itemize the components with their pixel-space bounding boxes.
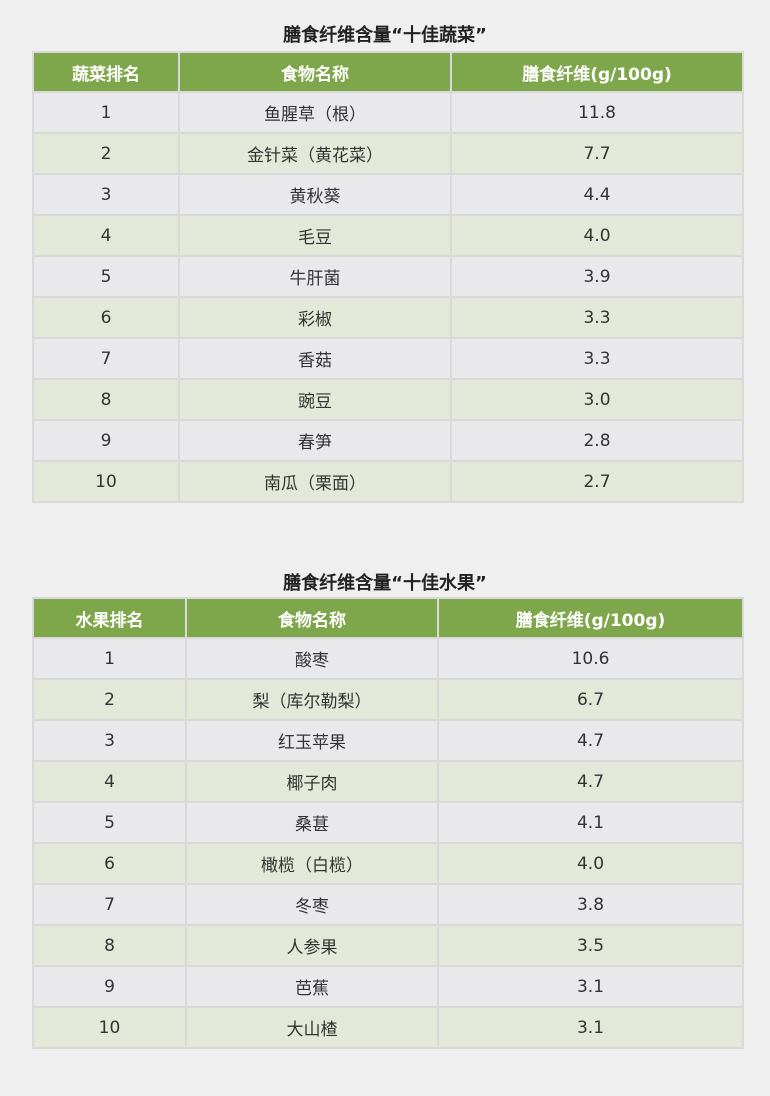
fiber-cell: 4.0 bbox=[437, 842, 744, 885]
fiber-cell: 10.6 bbox=[437, 637, 744, 680]
rank-cell: 3 bbox=[32, 719, 187, 762]
rank-cell: 6 bbox=[32, 842, 187, 885]
food-name-cell: 大山楂 bbox=[185, 1006, 439, 1049]
rank-cell: 1 bbox=[32, 637, 187, 680]
fiber-cell: 3.1 bbox=[437, 1006, 744, 1049]
food-name-cell: 黄秋葵 bbox=[178, 173, 452, 216]
fiber-cell: 4.0 bbox=[450, 214, 744, 257]
fiber-cell: 11.8 bbox=[450, 91, 744, 134]
fruits-table: 水果排名 食物名称 膳食纤维(g/100g) 1 酸枣 10.6 2 梨（库尔勒梨） 6.… bbox=[32, 597, 744, 1049]
fiber-cell: 6.7 bbox=[437, 678, 744, 721]
table-row: 4 椰子肉 4.7 bbox=[32, 760, 744, 803]
rank-cell: 4 bbox=[32, 214, 180, 257]
table-row: 4 毛豆 4.0 bbox=[32, 214, 744, 257]
rank-cell: 8 bbox=[32, 924, 187, 967]
fruits-title: 膳食纤维含量“十佳水果” bbox=[283, 573, 487, 594]
food-name-cell: 豌豆 bbox=[178, 378, 452, 421]
food-name-cell: 酸枣 bbox=[185, 637, 439, 680]
fiber-cell: 4.4 bbox=[450, 173, 744, 216]
table-row: 9 春笋 2.8 bbox=[32, 419, 744, 462]
rank-cell: 5 bbox=[32, 255, 180, 298]
table-row: 6 彩椒 3.3 bbox=[32, 296, 744, 339]
table-row: 5 桑葚 4.1 bbox=[32, 801, 744, 844]
rank-cell: 8 bbox=[32, 378, 180, 421]
fiber-cell: 3.1 bbox=[437, 965, 744, 1008]
header-fiber: 膳食纤维(g/100g) bbox=[450, 51, 744, 93]
fiber-cell: 2.8 bbox=[450, 419, 744, 462]
rank-cell: 7 bbox=[32, 337, 180, 380]
table-header-row: 水果排名 食物名称 膳食纤维(g/100g) bbox=[32, 597, 744, 639]
food-name-cell: 南瓜（栗面） bbox=[178, 460, 452, 503]
rank-cell: 9 bbox=[32, 419, 180, 462]
rank-cell: 2 bbox=[32, 678, 187, 721]
header-fiber: 膳食纤维(g/100g) bbox=[437, 597, 744, 639]
rank-cell: 5 bbox=[32, 801, 187, 844]
rank-cell: 10 bbox=[32, 460, 180, 503]
table-row: 7 冬枣 3.8 bbox=[32, 883, 744, 926]
food-name-cell: 椰子肉 bbox=[185, 760, 439, 803]
table-row: 10 大山楂 3.1 bbox=[32, 1006, 744, 1049]
fiber-cell: 4.1 bbox=[437, 801, 744, 844]
food-name-cell: 芭蕉 bbox=[185, 965, 439, 1008]
fiber-cell: 7.7 bbox=[450, 132, 744, 175]
fiber-cell: 4.7 bbox=[437, 760, 744, 803]
food-name-cell: 梨（库尔勒梨） bbox=[185, 678, 439, 721]
table-row: 9 芭蕉 3.1 bbox=[32, 965, 744, 1008]
table-row: 8 人参果 3.5 bbox=[32, 924, 744, 967]
fiber-cell: 3.3 bbox=[450, 296, 744, 339]
rank-cell: 10 bbox=[32, 1006, 187, 1049]
fiber-cell: 3.0 bbox=[450, 378, 744, 421]
food-name-cell: 人参果 bbox=[185, 924, 439, 967]
rank-cell: 3 bbox=[32, 173, 180, 216]
table-row: 1 酸枣 10.6 bbox=[32, 637, 744, 680]
food-name-cell: 春笋 bbox=[178, 419, 452, 462]
food-name-cell: 红玉苹果 bbox=[185, 719, 439, 762]
rank-cell: 2 bbox=[32, 132, 180, 175]
rank-cell: 6 bbox=[32, 296, 180, 339]
rank-cell: 4 bbox=[32, 760, 187, 803]
vegetables-title: 膳食纤维含量“十佳蔬菜” bbox=[283, 25, 487, 46]
fiber-cell: 3.5 bbox=[437, 924, 744, 967]
fiber-cell: 4.7 bbox=[437, 719, 744, 762]
food-name-cell: 鱼腥草（根） bbox=[178, 91, 452, 134]
table-row: 2 金针菜（黄花菜） 7.7 bbox=[32, 132, 744, 175]
food-name-cell: 香菇 bbox=[178, 337, 452, 380]
table-row: 8 豌豆 3.0 bbox=[32, 378, 744, 421]
food-name-cell: 牛肝菌 bbox=[178, 255, 452, 298]
fiber-cell: 3.9 bbox=[450, 255, 744, 298]
fiber-cell: 3.3 bbox=[450, 337, 744, 380]
food-name-cell: 金针菜（黄花菜） bbox=[178, 132, 452, 175]
table-row: 7 香菇 3.3 bbox=[32, 337, 744, 380]
rank-cell: 1 bbox=[32, 91, 180, 134]
rank-cell: 9 bbox=[32, 965, 187, 1008]
table-row: 1 鱼腥草（根） 11.8 bbox=[32, 91, 744, 134]
rank-cell: 7 bbox=[32, 883, 187, 926]
table-row: 6 橄榄（白榄） 4.0 bbox=[32, 842, 744, 885]
table-row: 3 黄秋葵 4.4 bbox=[32, 173, 744, 216]
header-rank: 水果排名 bbox=[32, 597, 187, 639]
table-row: 2 梨（库尔勒梨） 6.7 bbox=[32, 678, 744, 721]
table-row: 3 红玉苹果 4.7 bbox=[32, 719, 744, 762]
food-name-cell: 冬枣 bbox=[185, 883, 439, 926]
food-name-cell: 橄榄（白榄） bbox=[185, 842, 439, 885]
food-name-cell: 桑葚 bbox=[185, 801, 439, 844]
food-name-cell: 毛豆 bbox=[178, 214, 452, 257]
fiber-cell: 3.8 bbox=[437, 883, 744, 926]
table-row: 5 牛肝菌 3.9 bbox=[32, 255, 744, 298]
fiber-cell: 2.7 bbox=[450, 460, 744, 503]
header-rank: 蔬菜排名 bbox=[32, 51, 180, 93]
header-food-name: 食物名称 bbox=[178, 51, 452, 93]
header-food-name: 食物名称 bbox=[185, 597, 439, 639]
food-name-cell: 彩椒 bbox=[178, 296, 452, 339]
table-header-row: 蔬菜排名 食物名称 膳食纤维(g/100g) bbox=[32, 51, 744, 93]
table-row: 10 南瓜（栗面） 2.7 bbox=[32, 460, 744, 503]
vegetables-table: 蔬菜排名 食物名称 膳食纤维(g/100g) 1 鱼腥草（根） 11.8 2 金针菜（黄… bbox=[32, 51, 744, 503]
